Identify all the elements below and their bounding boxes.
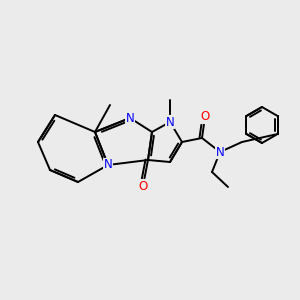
Text: N: N <box>126 112 134 124</box>
Text: N: N <box>216 146 224 158</box>
Text: O: O <box>200 110 210 124</box>
Text: O: O <box>138 179 148 193</box>
Text: N: N <box>166 116 174 128</box>
Text: N: N <box>103 158 112 172</box>
